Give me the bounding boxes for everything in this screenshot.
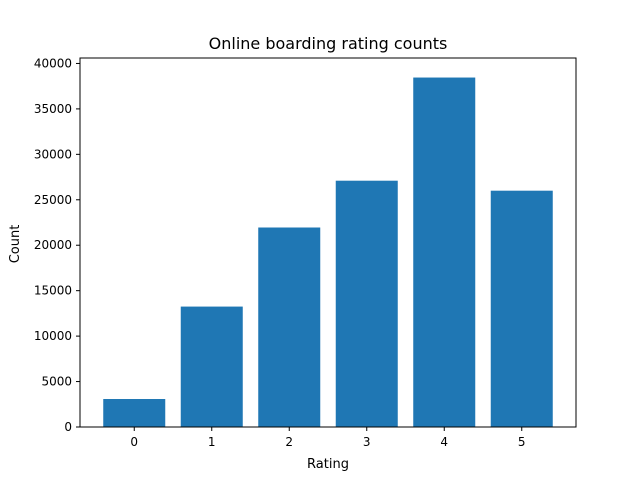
y-tick-label-20000: 20000 [34,238,72,252]
bar-3 [335,180,398,427]
y-tick-label-0: 0 [64,420,72,434]
x-tick-label-1: 1 [208,435,216,449]
bar-4 [413,77,476,427]
x-tick-label-4: 4 [440,435,448,449]
y-tick-label-35000: 35000 [34,102,72,116]
bar-2 [258,227,321,427]
chart-title: Online boarding rating counts [209,34,448,53]
y-tick-label-40000: 40000 [34,56,72,70]
axes-layer: 0 1 2 3 4 5 0 5000 10000 15000 20000 25000 30000 3500… [34,56,577,449]
y-tick-label-30000: 30000 [34,147,72,161]
x-tick-label-0: 0 [130,435,138,449]
y-axis-label: Count [8,225,23,264]
y-tick-label-5000: 5000 [41,375,72,389]
x-tick-label-5: 5 [518,435,526,449]
y-tick-label-10000: 10000 [34,329,72,343]
x-axis-label: Rating [307,457,349,472]
bar-5 [490,190,553,427]
x-tick-label-2: 2 [285,435,293,449]
x-tick-label-3: 3 [363,435,371,449]
bar-1 [180,306,243,427]
bars-layer [103,77,553,427]
plot-frame [79,57,577,428]
y-tick-label-25000: 25000 [34,193,72,207]
y-tick-label-15000: 15000 [34,284,72,298]
bar-0 [103,399,166,427]
